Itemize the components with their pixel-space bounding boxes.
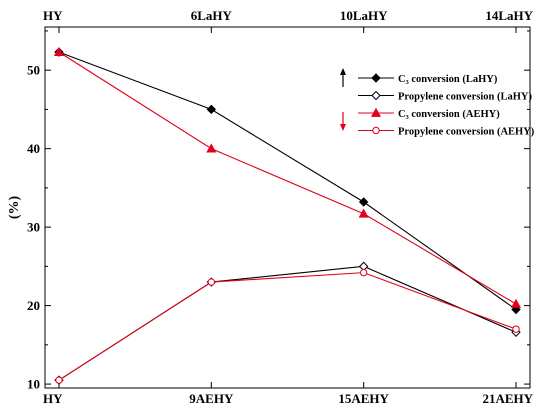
arrow-down-head bbox=[340, 124, 346, 131]
arrow-up-head bbox=[340, 68, 346, 75]
y-axis-title: (%) bbox=[7, 196, 22, 220]
data-point bbox=[206, 143, 217, 153]
data-point bbox=[206, 104, 217, 115]
arrow-down-icon bbox=[340, 112, 346, 131]
data-point bbox=[207, 278, 216, 286]
y-tick-label: 50 bbox=[27, 63, 40, 78]
legend-marker bbox=[372, 126, 380, 135]
series-line bbox=[58, 51, 517, 310]
series-2 bbox=[53, 46, 522, 308]
x-bottom-tick-label: 15AEHY bbox=[338, 391, 389, 405]
data-point bbox=[55, 376, 63, 384]
series-line bbox=[58, 272, 517, 381]
x-top-tick-label: HY bbox=[43, 8, 63, 23]
legend-item: Propylene conversion (LaHY) bbox=[358, 90, 532, 103]
x-bottom-tick-label: HY bbox=[43, 391, 63, 405]
x-top-tick-label: 6LaHY bbox=[191, 8, 233, 23]
series-line bbox=[58, 265, 517, 381]
legend-item: C₃ conversion (LaHY) bbox=[358, 73, 498, 85]
data-point bbox=[359, 268, 368, 277]
x-bottom-tick-label: 9AEHY bbox=[189, 391, 234, 405]
legend-marker bbox=[370, 107, 382, 117]
data-point bbox=[358, 208, 369, 218]
y-tick-label: 20 bbox=[27, 298, 40, 313]
y-tick-label: 30 bbox=[27, 220, 40, 235]
data-point bbox=[53, 46, 65, 56]
y-tick-label: 40 bbox=[27, 141, 40, 156]
data-point bbox=[510, 298, 522, 308]
legend-label: Propylene conversion (AEHY) bbox=[398, 127, 535, 138]
legend: C₃ conversion (LaHY) Propylene conversion… bbox=[340, 68, 535, 138]
legend-label: Propylene conversion (LaHY) bbox=[398, 92, 532, 103]
x-top-tick-label: 10LaHY bbox=[340, 8, 388, 23]
legend-label: C₃ conversion (AEHY) bbox=[398, 109, 500, 120]
y-tick-label: 10 bbox=[27, 377, 40, 392]
x-top-tick-label: 14LaHY bbox=[485, 8, 533, 23]
legend-marker bbox=[371, 73, 381, 83]
legend-item: C₃ conversion (AEHY) bbox=[358, 107, 500, 120]
legend-label: C₃ conversion (LaHY) bbox=[398, 74, 498, 85]
legend-item: Propylene conversion (AEHY) bbox=[358, 127, 535, 138]
series-1 bbox=[54, 261, 521, 385]
data-point bbox=[512, 325, 520, 333]
series-3 bbox=[55, 268, 520, 384]
plot-frame bbox=[44, 26, 531, 389]
legend-marker bbox=[371, 90, 381, 101]
arrow-up-icon bbox=[340, 68, 346, 87]
series-group bbox=[53, 46, 522, 385]
axes: 10 20 30 40 50 (%) HY 9AEHY 15AEHY 21AEHY HY 6LaHY 1… bbox=[7, 8, 534, 405]
series-line bbox=[58, 51, 517, 305]
data-point bbox=[358, 197, 369, 207]
x-bottom-tick-label: 21AEHY bbox=[482, 391, 533, 405]
